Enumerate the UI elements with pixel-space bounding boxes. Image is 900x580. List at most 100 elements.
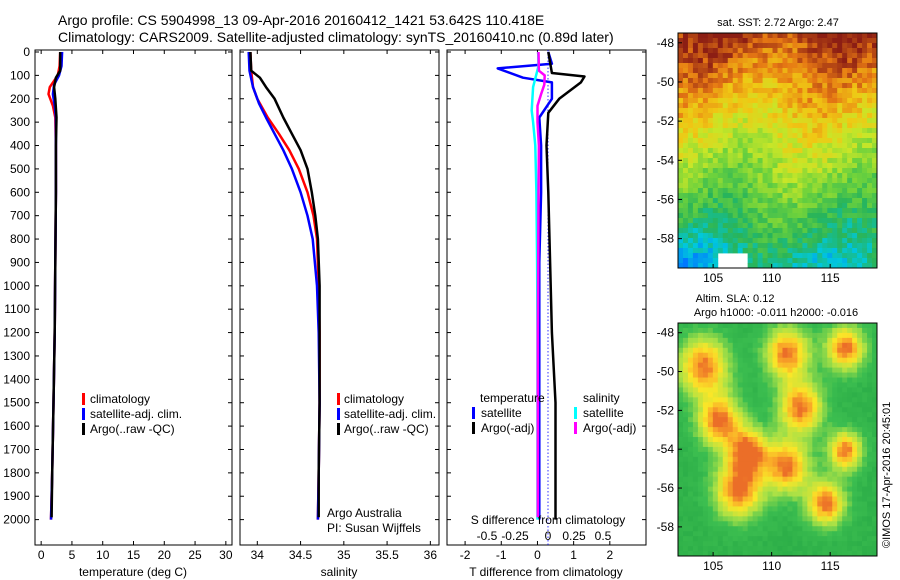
- map-cell: [737, 521, 744, 527]
- map-cell: [787, 138, 793, 144]
- map-cell: [857, 103, 863, 109]
- y-tick-label: -56: [657, 481, 675, 495]
- map-cell: [812, 342, 818, 349]
- map-cell: [797, 203, 803, 209]
- map-cell: [767, 362, 773, 369]
- map-cell: [717, 511, 724, 517]
- map-cell: [797, 382, 803, 388]
- map-cell: [692, 417, 699, 423]
- map-cell: [802, 491, 808, 497]
- map-cell: [807, 372, 813, 378]
- map-cell: [762, 248, 768, 254]
- map-cell: [682, 491, 689, 497]
- map-cell: [832, 367, 838, 373]
- map-cell: [842, 541, 848, 547]
- map-cell: [782, 243, 788, 249]
- map-cell: [872, 78, 878, 84]
- map-cell: [697, 78, 704, 84]
- map-cell: [842, 516, 848, 522]
- map-cell: [687, 506, 694, 512]
- map-cell: [827, 392, 833, 398]
- map-cell: [707, 422, 714, 428]
- map-cell: [817, 213, 823, 219]
- map-cell: [812, 258, 818, 264]
- map-cell: [867, 496, 873, 502]
- map-cell: [802, 496, 808, 502]
- map-cell: [852, 93, 858, 99]
- map-cell: [712, 377, 719, 383]
- map-cell: [707, 521, 714, 527]
- map-cell: [862, 138, 868, 144]
- map-cell: [827, 352, 833, 359]
- map-cell: [872, 337, 878, 344]
- map-cell: [787, 193, 793, 199]
- map-cell: [702, 382, 709, 388]
- map-cell: [707, 53, 714, 59]
- map-cell: [802, 163, 808, 169]
- map-cell: [727, 213, 734, 219]
- map-cell: [702, 38, 709, 44]
- map-cell: [687, 188, 694, 194]
- map-cell: [872, 451, 878, 458]
- map-cell: [837, 83, 843, 89]
- map-cell: [702, 362, 709, 369]
- map-cell: [717, 541, 724, 547]
- map-cell: [707, 213, 714, 219]
- map-cell: [727, 178, 734, 184]
- map-cell: [682, 362, 689, 369]
- map-cell: [742, 357, 749, 364]
- map-cell: [842, 38, 848, 44]
- map-cell: [678, 88, 684, 94]
- map-cell: [822, 337, 828, 344]
- map-cell: [732, 546, 739, 552]
- map-cell: [817, 432, 823, 438]
- map-cell: [837, 243, 843, 249]
- imos-timestamp: ©IMOS 17-Apr-2016 20:45:01: [881, 402, 893, 548]
- map-cell: [857, 178, 863, 184]
- map-cell: [712, 118, 719, 124]
- map-cell: [852, 158, 858, 164]
- map-cell: [807, 461, 813, 468]
- map-cell: [842, 546, 848, 552]
- map-cell: [832, 43, 838, 49]
- map-cell: [737, 153, 744, 159]
- map-cell: [747, 327, 754, 334]
- map-cell: [717, 352, 724, 359]
- map-cell: [822, 258, 828, 264]
- map-cell: [802, 118, 808, 124]
- map-cell: [707, 551, 714, 557]
- map-cell: [862, 133, 868, 139]
- map-cell: [757, 332, 763, 339]
- map-cell: [678, 163, 684, 169]
- map-cell: [842, 382, 848, 388]
- map-cell: [767, 58, 773, 64]
- legend-label-argo: Argo(..raw -QC): [90, 422, 175, 436]
- map-cell: [687, 78, 694, 84]
- map-cell: [842, 73, 848, 79]
- map-cell: [737, 223, 744, 229]
- map-cell: [807, 382, 813, 388]
- map-cell: [712, 63, 719, 69]
- map-cell: [867, 451, 873, 458]
- map-cell: [682, 456, 689, 463]
- map-cell: [717, 526, 724, 532]
- map-cell: [782, 143, 788, 149]
- map-cell: [702, 461, 709, 468]
- map-cell: [837, 163, 843, 169]
- map-cell: [697, 143, 704, 149]
- map-cell: [787, 133, 793, 139]
- map-cell: [867, 407, 873, 413]
- map-cell: [722, 407, 729, 413]
- map-cell: [837, 541, 843, 547]
- map-cell: [697, 163, 704, 169]
- map-cell: [732, 327, 739, 334]
- map-cell: [852, 397, 858, 403]
- map-cell: [807, 178, 813, 184]
- depth-tick-label: 200: [10, 92, 30, 106]
- map-cell: [852, 486, 858, 492]
- map-cell: [707, 48, 714, 54]
- map-cell: [742, 58, 749, 64]
- map-cell: [797, 511, 803, 517]
- map-cell: [712, 506, 719, 512]
- map-cell: [678, 263, 684, 269]
